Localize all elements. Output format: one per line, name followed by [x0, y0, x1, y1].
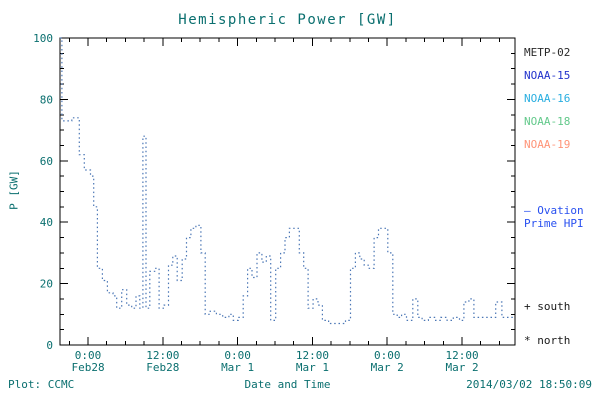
legend-south-marker: + south — [524, 300, 570, 313]
legend-item-metp-02: METP-02 — [524, 46, 571, 59]
svg-text:Mar 2: Mar 2 — [445, 361, 478, 374]
svg-text:Feb28: Feb28 — [146, 361, 179, 374]
svg-text:0: 0 — [46, 339, 53, 352]
svg-text:80: 80 — [40, 93, 53, 106]
timestamp: 2014/03/02 18:50:09 — [466, 378, 592, 391]
chart-title: Hemispheric Power [GW] — [178, 12, 397, 28]
svg-text:Mar 2: Mar 2 — [371, 361, 404, 374]
svg-text:20: 20 — [40, 278, 53, 291]
legend-south-label: south — [537, 300, 571, 313]
line-sample-icon: — — [524, 204, 531, 217]
svg-text:60: 60 — [40, 155, 53, 168]
legend-item-noaa-16: NOAA-16 — [524, 92, 571, 105]
plot-credit: Plot: CCMC — [8, 378, 75, 391]
legend-item-noaa-19: NOAA-19 — [524, 138, 571, 151]
svg-text:0:00: 0:00 — [374, 349, 401, 362]
legend-item-noaa-15: NOAA-15 — [524, 69, 571, 82]
legend-north-marker: * north — [524, 334, 570, 347]
asterisk-marker-icon: * — [524, 334, 531, 347]
x-axis-label: Date and Time — [244, 378, 331, 391]
svg-text:12:00: 12:00 — [296, 349, 329, 362]
svg-text:12:00: 12:00 — [445, 349, 478, 362]
svg-text:40: 40 — [40, 216, 53, 229]
svg-text:Mar 1: Mar 1 — [221, 361, 254, 374]
svg-text:0:00: 0:00 — [75, 349, 102, 362]
legend-item-noaa-18: NOAA-18 — [524, 115, 571, 128]
legend-ovation-line1: — Ovation — [524, 204, 584, 217]
legend-ovation-word1: Ovation — [537, 204, 584, 217]
plus-marker-icon: + — [524, 300, 531, 313]
svg-text:12:00: 12:00 — [146, 349, 179, 362]
svg-text:100: 100 — [33, 32, 53, 45]
legend-north-label: north — [537, 334, 571, 347]
legend-ovation-word2: Prime HPI — [524, 217, 584, 230]
svg-text:Mar 1: Mar 1 — [296, 361, 329, 374]
svg-text:Feb28: Feb28 — [71, 361, 104, 374]
legend-ovation-prime-hpi: — Ovation Prime HPI — [524, 204, 584, 230]
svg-text:0:00: 0:00 — [224, 349, 251, 362]
